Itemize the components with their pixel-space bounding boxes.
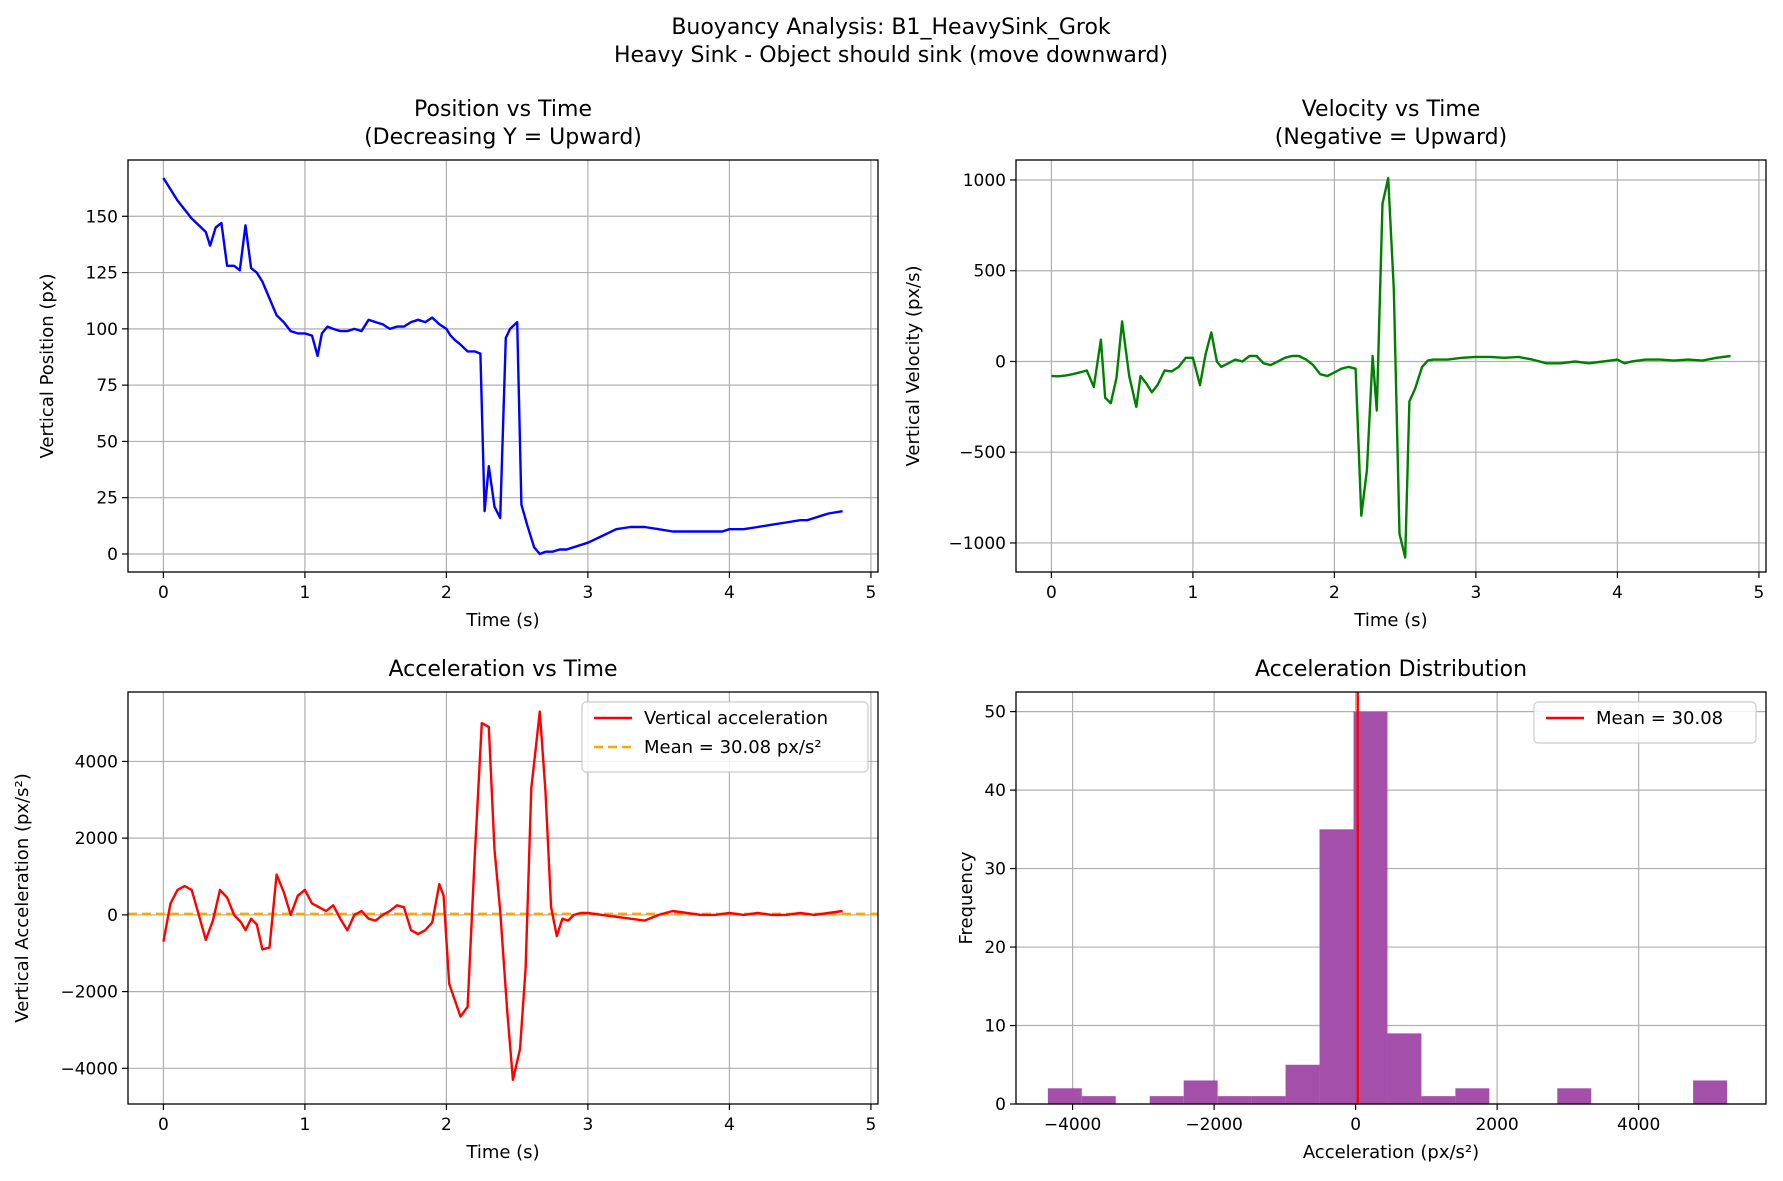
y-tick-label: 75	[96, 376, 118, 396]
velocity-chart: 0 1 2 3 4 5 −1000 −500 0 500 1000 Velocity vs Time (…	[903, 97, 1767, 631]
y-tick-label: 50	[96, 432, 118, 452]
y-tick-label: −4000	[60, 1059, 118, 1079]
plot-frame	[1015, 159, 1767, 573]
x-tick-label: 3	[582, 583, 593, 603]
y-axis-label: Frequency	[956, 851, 977, 944]
y-tick-label: 10	[984, 1017, 1006, 1037]
histogram-bar	[1557, 1088, 1592, 1104]
plot-frame	[127, 691, 879, 1105]
x-tick-label: 4	[724, 1115, 735, 1135]
x-axis-label: Time (s)	[1353, 610, 1427, 631]
histogram-bar	[1251, 1096, 1286, 1104]
legend-box	[1533, 701, 1757, 744]
position-series-line	[162, 177, 843, 556]
x-tick-label: −4000	[1044, 1115, 1102, 1135]
histogram-bar	[1455, 1088, 1490, 1104]
legend-label: Mean = 30.08 px/s²	[644, 737, 822, 758]
histogram-bar	[1047, 1088, 1082, 1104]
acceleration-series-line	[162, 710, 843, 1082]
y-tick-label: 30	[984, 860, 1006, 880]
y-tick-label: 0	[107, 906, 118, 926]
histogram-bar	[1217, 1096, 1252, 1104]
x-tick-label: 2000	[1475, 1115, 1518, 1135]
x-tick-label: 2	[441, 583, 452, 603]
histogram-bar	[1319, 829, 1354, 1104]
x-tick-label: 1	[1187, 583, 1198, 603]
y-tick-label: 2000	[75, 829, 118, 849]
x-tick-label: 4	[1612, 583, 1623, 603]
y-tick-label: 1000	[963, 171, 1006, 191]
histogram-bar	[1149, 1096, 1184, 1104]
x-axis-label: Time (s)	[465, 610, 539, 631]
suptitle-line1: Buoyancy Analysis: B1_HeavySink_Grok	[671, 15, 1111, 40]
x-tick-label: 0	[158, 1115, 169, 1135]
y-tick-label: 25	[96, 489, 118, 509]
legend-label: Vertical acceleration	[644, 708, 828, 729]
x-tick-label: 5	[1754, 583, 1765, 603]
legend-label: Mean = 30.08	[1596, 708, 1723, 729]
x-tick-label: 2	[1329, 583, 1340, 603]
x-tick-label: 0	[1046, 583, 1057, 603]
x-tick-label: 3	[582, 1115, 593, 1135]
legend: Vertical acceleration Mean = 30.08 px/s²	[581, 701, 869, 773]
chart-title: Acceleration Distribution	[1255, 657, 1527, 682]
histogram-bar	[1693, 1080, 1728, 1104]
chart-subtitle: (Decreasing Y = Upward)	[364, 125, 642, 150]
plot-frame	[1015, 691, 1767, 1105]
chart-title: Position vs Time	[414, 97, 592, 122]
y-tick-label: −500	[959, 443, 1006, 463]
y-tick-label: −2000	[60, 983, 118, 1003]
x-tick-label: 2	[441, 1115, 452, 1135]
acceleration-chart: 0 1 2 3 4 5 −4000 −2000 0 2000 4000 Acceleration vs…	[12, 657, 879, 1163]
histogram-bar	[1421, 1096, 1456, 1104]
legend-box	[581, 701, 869, 773]
x-tick-label: 5	[866, 583, 877, 603]
x-tick-label: 4	[724, 583, 735, 603]
y-tick-label: 125	[86, 264, 118, 284]
distribution-chart: −4000 −2000 0 2000 4000 0 10 20 30 40 50 Accelerati…	[956, 657, 1767, 1163]
velocity-series-line	[1051, 176, 1731, 559]
x-tick-label: 5	[866, 1115, 877, 1135]
x-tick-label: −2000	[1185, 1115, 1243, 1135]
chart-subtitle: (Negative = Upward)	[1275, 125, 1507, 150]
histogram-bar	[1081, 1096, 1116, 1104]
y-tick-label: 0	[995, 1095, 1006, 1115]
y-tick-label: 0	[107, 545, 118, 565]
histogram-bar	[1183, 1080, 1218, 1104]
chart-title: Acceleration vs Time	[388, 657, 617, 682]
y-tick-label: 20	[984, 938, 1006, 958]
x-tick-label: 1	[299, 1115, 310, 1135]
suptitle-line2: Heavy Sink - Object should sink (move do…	[614, 43, 1168, 68]
x-axis-label: Time (s)	[465, 1142, 539, 1163]
chart-title: Velocity vs Time	[1302, 97, 1481, 122]
histogram-bar	[1387, 1033, 1422, 1104]
histogram-bar	[1285, 1064, 1320, 1104]
x-tick-label: 0	[1350, 1115, 1361, 1135]
y-tick-label: 100	[86, 320, 118, 340]
y-axis-label: Vertical Position (px)	[37, 273, 58, 458]
y-tick-label: 0	[995, 352, 1006, 372]
y-tick-label: 50	[984, 703, 1006, 723]
legend: Mean = 30.08	[1533, 701, 1757, 744]
y-axis-label: Vertical Velocity (px/s)	[903, 266, 924, 467]
y-tick-label: 40	[984, 781, 1006, 801]
x-tick-label: 4000	[1617, 1115, 1660, 1135]
y-tick-label: 4000	[75, 752, 118, 772]
x-tick-label: 1	[299, 583, 310, 603]
plot-frame	[127, 159, 879, 573]
x-tick-label: 0	[158, 583, 169, 603]
y-tick-label: 150	[86, 207, 118, 227]
x-tick-label: 3	[1470, 583, 1481, 603]
histogram-bar	[1353, 711, 1388, 1104]
x-axis-label: Acceleration (px/s²)	[1303, 1142, 1479, 1163]
y-axis-label: Vertical Acceleration (px/s²)	[12, 773, 33, 1022]
y-tick-label: 500	[974, 262, 1006, 282]
y-tick-label: −1000	[948, 534, 1006, 554]
